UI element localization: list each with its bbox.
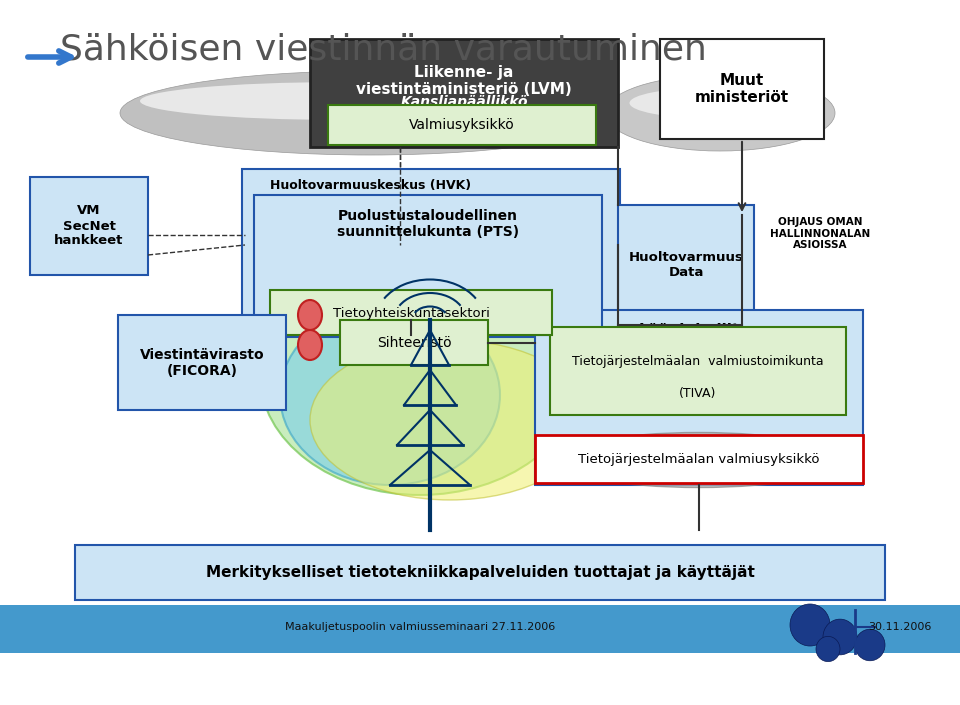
Text: 30.11.2006: 30.11.2006 bbox=[868, 622, 932, 632]
Text: Merkitykselliset tietotekniikkapalveluiden tuottajat ja käyttäjät: Merkitykselliset tietotekniikkapalveluid… bbox=[205, 565, 755, 580]
Text: Sihteeristö: Sihteeristö bbox=[376, 336, 451, 350]
Ellipse shape bbox=[280, 305, 500, 485]
Ellipse shape bbox=[816, 637, 840, 661]
Ellipse shape bbox=[298, 330, 322, 360]
Text: Muut
ministeriöt: Muut ministeriöt bbox=[695, 73, 789, 105]
Ellipse shape bbox=[823, 619, 857, 655]
FancyBboxPatch shape bbox=[310, 39, 618, 147]
Ellipse shape bbox=[855, 630, 885, 661]
Text: VM
SecNet
hankkeet: VM SecNet hankkeet bbox=[55, 204, 124, 247]
Text: Viestintävirasto
(FICORA): Viestintävirasto (FICORA) bbox=[140, 348, 264, 378]
Text: (TIVA): (TIVA) bbox=[680, 387, 717, 400]
Ellipse shape bbox=[298, 300, 322, 330]
Text: Tietojärjestelmäalan  valmiustoimikunta: Tietojärjestelmäalan valmiustoimikunta bbox=[572, 355, 824, 368]
Text: Huoltovarmuuskeskus (HVK): Huoltovarmuuskeskus (HVK) bbox=[270, 179, 471, 192]
Text: Liikenne- ja
viestintäministeriö (LVM): Liikenne- ja viestintäministeriö (LVM) bbox=[356, 65, 572, 97]
FancyBboxPatch shape bbox=[254, 195, 602, 335]
FancyBboxPatch shape bbox=[242, 169, 620, 337]
FancyBboxPatch shape bbox=[340, 320, 488, 365]
Ellipse shape bbox=[790, 604, 830, 646]
Ellipse shape bbox=[260, 255, 580, 495]
FancyBboxPatch shape bbox=[0, 605, 960, 653]
FancyBboxPatch shape bbox=[118, 315, 286, 410]
Text: Puolustustaloudellinen
suunnittelukunta (PTS): Puolustustaloudellinen suunnittelukunta … bbox=[337, 209, 519, 239]
FancyBboxPatch shape bbox=[75, 545, 885, 600]
Text: Valmiusyksikkö: Valmiusyksikkö bbox=[409, 118, 515, 132]
FancyBboxPatch shape bbox=[328, 105, 596, 145]
Ellipse shape bbox=[120, 71, 620, 155]
Ellipse shape bbox=[630, 88, 790, 118]
Text: Lääninhallitus: Lääninhallitus bbox=[638, 323, 759, 338]
FancyBboxPatch shape bbox=[508, 91, 568, 135]
Text: Kansliapäällikkö: Kansliapäällikkö bbox=[400, 95, 528, 109]
Text: Maakuljetuspoolin valmiusseminaari 27.11.2006: Maakuljetuspoolin valmiusseminaari 27.11… bbox=[285, 622, 555, 632]
FancyBboxPatch shape bbox=[550, 327, 846, 415]
FancyBboxPatch shape bbox=[535, 435, 863, 483]
Text: Huoltovarmuus
Data: Huoltovarmuus Data bbox=[629, 251, 743, 279]
Ellipse shape bbox=[140, 82, 540, 120]
Text: OHJAUS OMAN
HALLINNONALAN
ASIOISSA: OHJAUS OMAN HALLINNONALAN ASIOISSA bbox=[770, 217, 870, 250]
Ellipse shape bbox=[310, 340, 590, 500]
FancyBboxPatch shape bbox=[30, 177, 148, 275]
Text: Sähköisen viestinnän varautuminen: Sähköisen viestinnän varautuminen bbox=[60, 33, 707, 67]
Ellipse shape bbox=[605, 75, 835, 151]
FancyBboxPatch shape bbox=[270, 290, 552, 335]
FancyBboxPatch shape bbox=[535, 310, 863, 485]
Text: Tietojärjestelmäalan valmiusyksikkö: Tietojärjestelmäalan valmiusyksikkö bbox=[578, 453, 820, 465]
FancyBboxPatch shape bbox=[660, 39, 824, 139]
FancyBboxPatch shape bbox=[618, 205, 754, 325]
Text: Liikenneosasto: Liikenneosasto bbox=[635, 345, 763, 360]
Ellipse shape bbox=[554, 432, 844, 487]
Text: Tietoyhteiskuntasektori: Tietoyhteiskuntasektori bbox=[332, 307, 490, 319]
